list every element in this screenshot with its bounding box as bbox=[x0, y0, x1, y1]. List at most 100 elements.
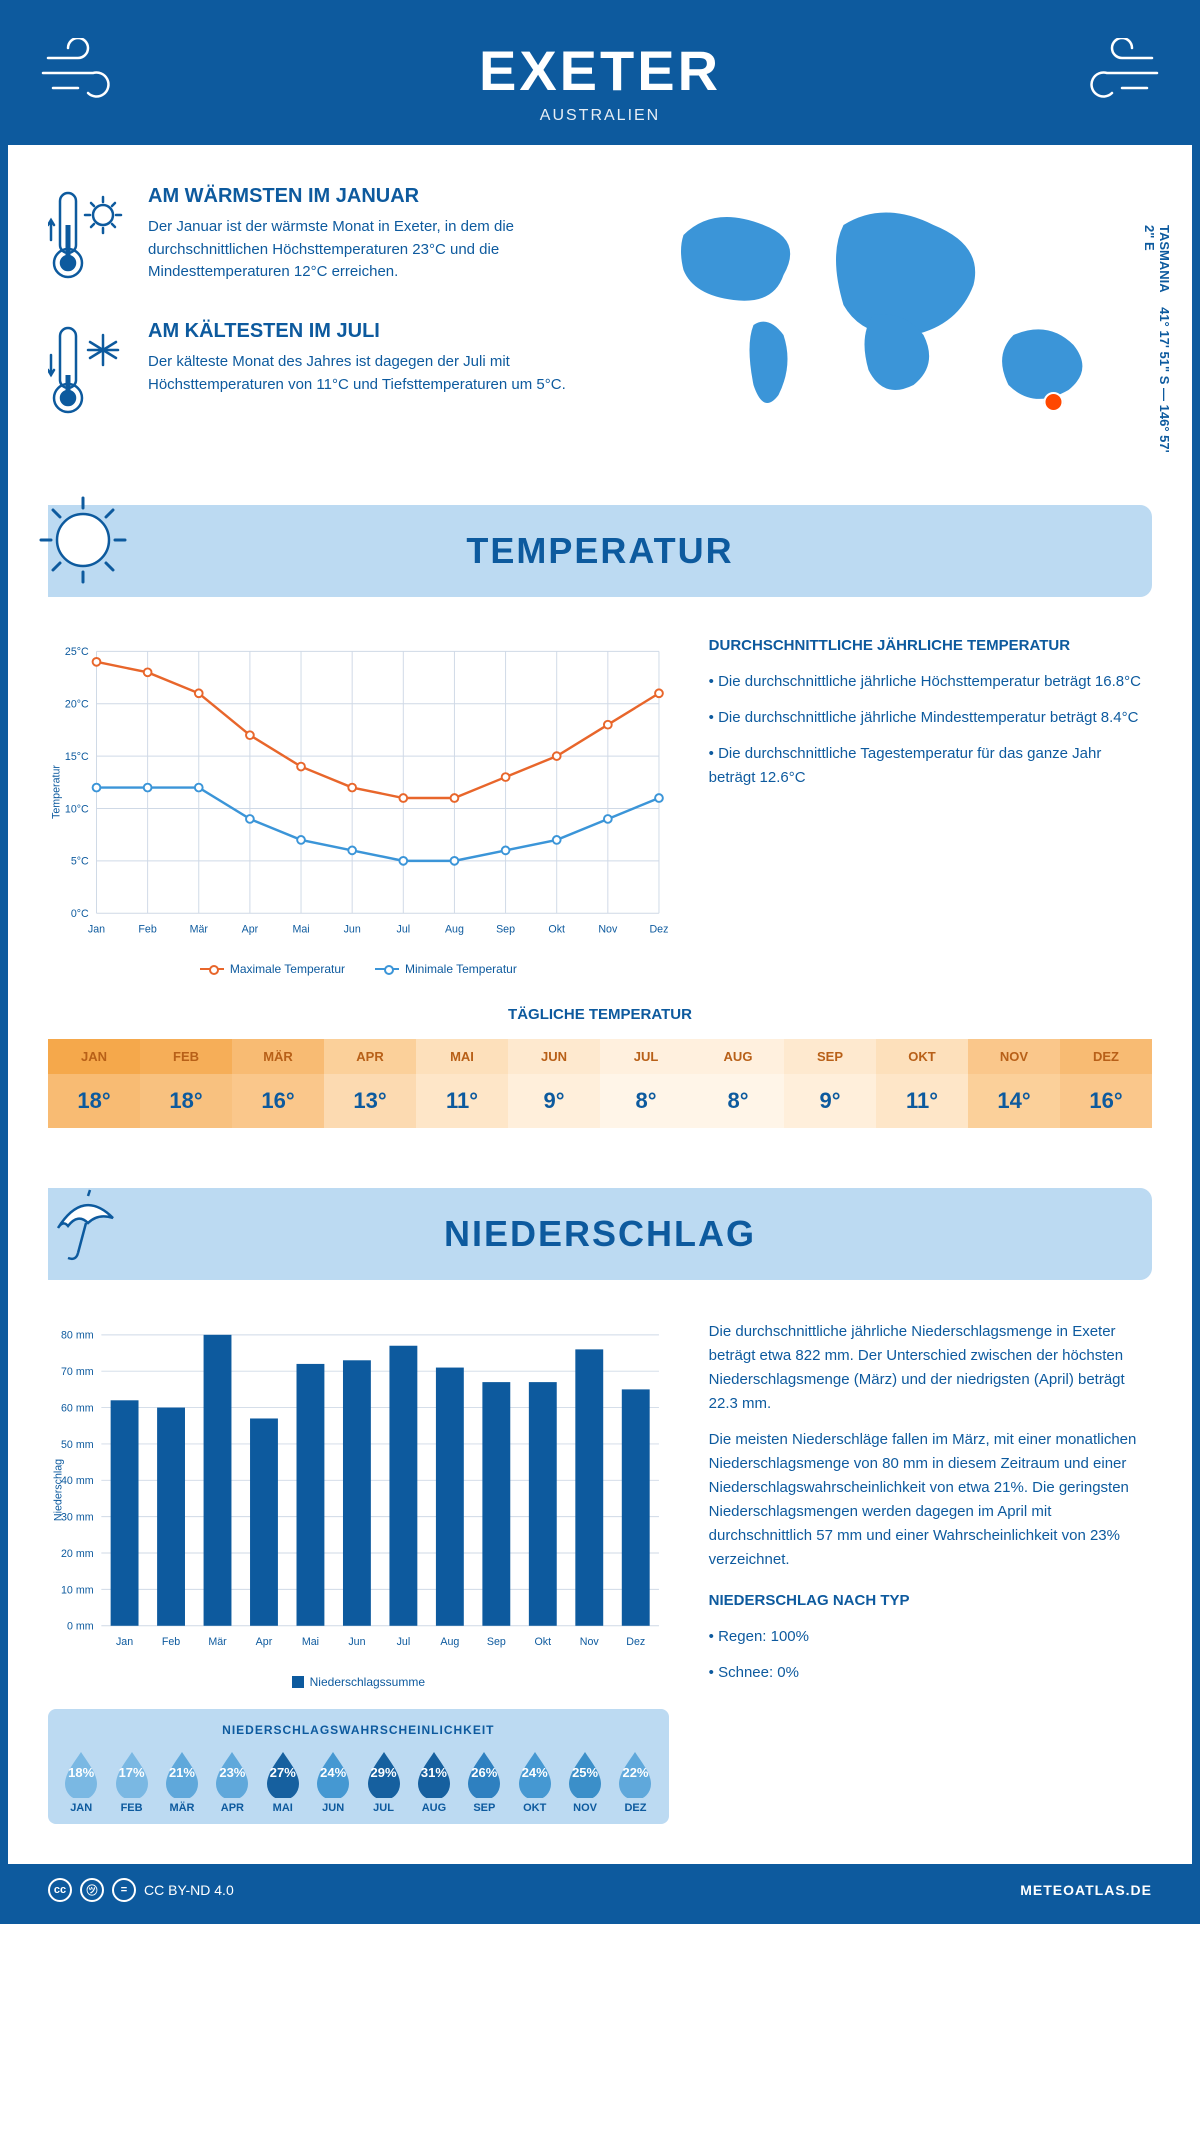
warmest-title: AM WÄRMSTEN IM JANUAR bbox=[148, 185, 585, 208]
svg-text:0 mm: 0 mm bbox=[67, 1621, 94, 1633]
svg-text:Mai: Mai bbox=[292, 924, 309, 936]
coldest-fact: AM KÄLTESTEN IM JULI Der kälteste Monat … bbox=[48, 320, 585, 425]
svg-text:Nov: Nov bbox=[598, 924, 618, 936]
svg-text:40 mm: 40 mm bbox=[61, 1475, 94, 1487]
prob-cell: 22% DEZ bbox=[612, 1749, 658, 1814]
svg-text:20°C: 20°C bbox=[65, 699, 89, 711]
precipitation-description: Die durchschnittliche jährliche Niedersc… bbox=[709, 1320, 1152, 1824]
section-title: TEMPERATUR bbox=[73, 530, 1127, 572]
precipitation-section-header: NIEDERSCHLAG bbox=[48, 1188, 1152, 1280]
svg-text:Mai: Mai bbox=[302, 1636, 319, 1648]
warmest-text: Der Januar ist der wärmste Monat in Exet… bbox=[148, 216, 585, 284]
svg-text:10 mm: 10 mm bbox=[61, 1584, 94, 1596]
thermometer-snow-icon bbox=[48, 320, 128, 425]
svg-text:Mär: Mär bbox=[190, 924, 209, 936]
temperature-description: DURCHSCHNITTLICHE JÄHRLICHE TEMPERATUR •… bbox=[709, 637, 1152, 976]
temp-cell: JUN 9° bbox=[508, 1039, 600, 1128]
warmest-fact: AM WÄRMSTEN IM JANUAR Der Januar ist der… bbox=[48, 185, 585, 290]
svg-text:0°C: 0°C bbox=[71, 908, 89, 920]
svg-text:Feb: Feb bbox=[138, 924, 156, 936]
prob-cell: 24% JUN bbox=[310, 1749, 356, 1814]
cc-icon: cc bbox=[48, 1878, 72, 1902]
svg-text:Jul: Jul bbox=[397, 1636, 411, 1648]
svg-text:Jul: Jul bbox=[396, 924, 410, 936]
temp-cell: SEP 9° bbox=[784, 1039, 876, 1128]
city-title: EXETER bbox=[28, 38, 1172, 103]
svg-text:80 mm: 80 mm bbox=[61, 1330, 94, 1342]
prob-cell: 24% OKT bbox=[512, 1749, 558, 1814]
temperature-line-chart: 0°C5°C10°C15°C20°C25°CJanFebMärAprMaiJun… bbox=[48, 637, 669, 976]
svg-text:Dez: Dez bbox=[649, 924, 668, 936]
header: EXETER AUSTRALIEN bbox=[8, 8, 1192, 145]
svg-text:Jun: Jun bbox=[348, 1636, 365, 1648]
svg-text:Sep: Sep bbox=[496, 924, 515, 936]
svg-text:Dez: Dez bbox=[626, 1636, 645, 1648]
svg-text:20 mm: 20 mm bbox=[61, 1548, 94, 1560]
nd-icon: = bbox=[112, 1878, 136, 1902]
prob-cell: 18% JAN bbox=[58, 1749, 104, 1814]
svg-text:Temperatur: Temperatur bbox=[51, 765, 63, 819]
site-label: METEOATLAS.DE bbox=[1020, 1882, 1152, 1898]
svg-text:Sep: Sep bbox=[487, 1636, 506, 1648]
prob-cell: 25% NOV bbox=[562, 1749, 608, 1814]
chart-legend: Niederschlagssumme bbox=[48, 1675, 669, 1689]
umbrella-icon bbox=[38, 1178, 128, 1268]
svg-text:15°C: 15°C bbox=[65, 751, 89, 763]
temp-cell: AUG 8° bbox=[692, 1039, 784, 1128]
svg-text:10°C: 10°C bbox=[65, 803, 89, 815]
svg-text:Okt: Okt bbox=[535, 1636, 552, 1648]
prob-cell: 17% FEB bbox=[108, 1749, 154, 1814]
svg-text:Nov: Nov bbox=[580, 1636, 600, 1648]
svg-text:Mär: Mär bbox=[208, 1636, 227, 1648]
svg-text:Jun: Jun bbox=[344, 924, 361, 936]
svg-text:Feb: Feb bbox=[162, 1636, 180, 1648]
temp-cell: OKT 11° bbox=[876, 1039, 968, 1128]
infographic-container: EXETER AUSTRALIEN AM WÄRMSTEN IM JANUAR … bbox=[0, 0, 1200, 1924]
chart-legend: Maximale Temperatur Minimale Temperatur bbox=[48, 962, 669, 976]
temp-cell: JUL 8° bbox=[600, 1039, 692, 1128]
temp-cell: JAN 18° bbox=[48, 1039, 140, 1128]
svg-text:Okt: Okt bbox=[548, 924, 565, 936]
country-subtitle: AUSTRALIEN bbox=[28, 107, 1172, 125]
prob-cell: 27% MAI bbox=[260, 1749, 306, 1814]
precipitation-bar-chart: 0 mm 10 mm 20 mm 30 mm 40 mm 50 mm 60 mm 70 mm 8… bbox=[48, 1320, 669, 1689]
temp-cell: FEB 18° bbox=[140, 1039, 232, 1128]
svg-text:Jan: Jan bbox=[88, 924, 105, 936]
intro-section: AM WÄRMSTEN IM JANUAR Der Januar ist der… bbox=[8, 145, 1192, 485]
by-icon: ㋡ bbox=[80, 1878, 104, 1902]
prob-cell: 21% MÄR bbox=[159, 1749, 205, 1814]
temp-cell: DEZ 16° bbox=[1060, 1039, 1152, 1128]
svg-text:Apr: Apr bbox=[256, 1636, 273, 1648]
thermometer-sun-icon bbox=[48, 185, 128, 290]
temp-cell: APR 13° bbox=[324, 1039, 416, 1128]
svg-text:60 mm: 60 mm bbox=[61, 1402, 94, 1414]
coldest-text: Der kälteste Monat des Jahres ist dagege… bbox=[148, 351, 585, 396]
svg-text:5°C: 5°C bbox=[71, 856, 89, 868]
prob-cell: 29% JUL bbox=[360, 1749, 406, 1814]
footer: cc ㋡ = CC BY-ND 4.0 METEOATLAS.DE bbox=[8, 1864, 1192, 1916]
svg-text:50 mm: 50 mm bbox=[61, 1439, 94, 1451]
svg-text:Jan: Jan bbox=[116, 1636, 133, 1648]
prob-cell: 31% AUG bbox=[411, 1749, 457, 1814]
svg-text:Apr: Apr bbox=[242, 924, 259, 936]
sun-icon bbox=[38, 495, 128, 585]
prob-cell: 26% SEP bbox=[461, 1749, 507, 1814]
svg-text:Niederschlag: Niederschlag bbox=[53, 1459, 65, 1521]
world-map-icon bbox=[615, 185, 1152, 425]
wind-icon bbox=[1072, 38, 1162, 113]
temperature-section-header: TEMPERATUR bbox=[48, 505, 1152, 597]
section-title: NIEDERSCHLAG bbox=[73, 1213, 1127, 1255]
svg-text:70 mm: 70 mm bbox=[61, 1366, 94, 1378]
svg-text:Aug: Aug bbox=[445, 924, 464, 936]
daily-temperature-table: TÄGLICHE TEMPERATUR JAN 18° FEB 18° MÄR … bbox=[8, 1006, 1192, 1168]
temp-cell: MÄR 16° bbox=[232, 1039, 324, 1128]
location-marker-icon bbox=[1045, 393, 1063, 411]
precipitation-probability-box: NIEDERSCHLAGSWAHRSCHEINLICHKEIT 18% JAN … bbox=[48, 1709, 669, 1824]
prob-cell: 23% APR bbox=[209, 1749, 255, 1814]
temp-cell: MAI 11° bbox=[416, 1039, 508, 1128]
svg-text:30 mm: 30 mm bbox=[61, 1512, 94, 1524]
wind-icon bbox=[38, 38, 128, 113]
svg-text:Aug: Aug bbox=[440, 1636, 459, 1648]
coldest-title: AM KÄLTESTEN IM JULI bbox=[148, 320, 585, 343]
temp-cell: NOV 14° bbox=[968, 1039, 1060, 1128]
